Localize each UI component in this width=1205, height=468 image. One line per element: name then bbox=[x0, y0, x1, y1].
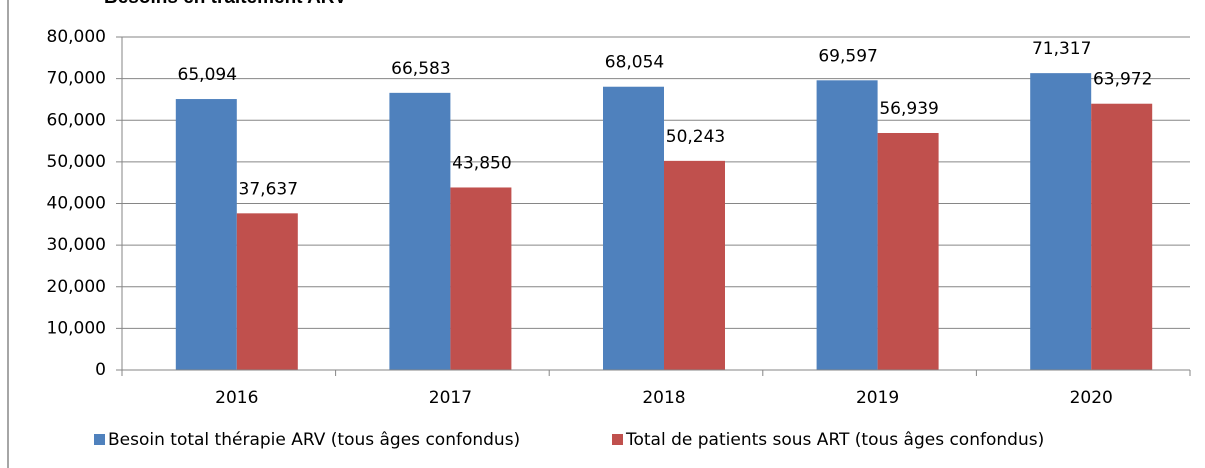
y-tick-label: 0 bbox=[95, 360, 106, 380]
legend-swatch bbox=[94, 434, 105, 445]
data-label: 50,243 bbox=[666, 127, 725, 147]
data-label: 65,094 bbox=[178, 65, 237, 85]
bar bbox=[877, 132, 939, 370]
x-tick-label: 2019 bbox=[856, 388, 899, 408]
bar bbox=[816, 80, 878, 370]
bar bbox=[1030, 73, 1092, 370]
bar bbox=[603, 86, 664, 371]
chart-title: Besoins en traitement ARV bbox=[104, 0, 347, 8]
data-label: 69,597 bbox=[818, 46, 877, 66]
data-label: 56,939 bbox=[879, 99, 938, 119]
data-label: 43,850 bbox=[452, 153, 511, 173]
x-tick-label: 2018 bbox=[642, 388, 685, 408]
legend-label: Besoin total thérapie ARV (tous âges con… bbox=[108, 430, 520, 450]
y-tick-label: 10,000 bbox=[47, 318, 106, 338]
x-tick-label: 2017 bbox=[429, 388, 472, 408]
y-tick-label: 20,000 bbox=[47, 277, 106, 297]
y-tick-label: 40,000 bbox=[47, 194, 106, 214]
y-tick-label: 80,000 bbox=[47, 27, 106, 47]
bar bbox=[664, 160, 725, 370]
data-label: 63,972 bbox=[1093, 70, 1152, 90]
y-tick-label: 30,000 bbox=[47, 235, 106, 255]
chart-frame bbox=[7, 0, 9, 468]
y-tick-label: 70,000 bbox=[47, 69, 106, 89]
bar bbox=[236, 213, 298, 370]
bar bbox=[450, 187, 512, 370]
data-label: 68,054 bbox=[605, 53, 664, 73]
legend-label: Total de patients sous ART (tous âges co… bbox=[625, 430, 1044, 450]
x-tick-label: 2020 bbox=[1070, 388, 1113, 408]
bar bbox=[389, 92, 451, 370]
x-tick-label: 2016 bbox=[215, 388, 258, 408]
bar bbox=[175, 99, 237, 370]
data-label: 71,317 bbox=[1032, 39, 1091, 59]
data-label: 37,637 bbox=[239, 179, 298, 199]
data-label: 66,583 bbox=[391, 59, 450, 79]
bar bbox=[1091, 103, 1153, 370]
y-tick-label: 60,000 bbox=[47, 110, 106, 130]
legend-swatch bbox=[612, 434, 623, 445]
y-tick-label: 50,000 bbox=[47, 152, 106, 172]
